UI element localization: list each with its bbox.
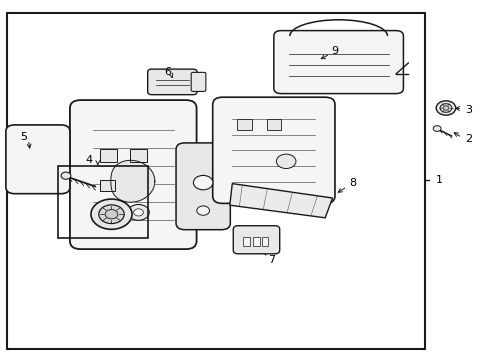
Bar xyxy=(243,237,249,246)
Text: 4: 4 xyxy=(85,155,92,165)
FancyBboxPatch shape xyxy=(70,100,196,249)
Text: 5: 5 xyxy=(20,132,27,142)
Circle shape xyxy=(61,172,71,179)
Bar xyxy=(100,149,117,162)
Circle shape xyxy=(439,104,451,112)
Text: 2: 2 xyxy=(464,134,471,144)
Circle shape xyxy=(133,209,143,216)
Circle shape xyxy=(105,210,118,219)
FancyBboxPatch shape xyxy=(191,72,205,91)
FancyBboxPatch shape xyxy=(147,69,197,95)
Text: 6: 6 xyxy=(164,67,171,77)
FancyBboxPatch shape xyxy=(233,226,279,254)
FancyBboxPatch shape xyxy=(212,97,334,203)
Bar xyxy=(237,119,251,130)
Bar xyxy=(7,13,425,349)
FancyBboxPatch shape xyxy=(176,143,230,230)
Circle shape xyxy=(193,175,212,190)
Circle shape xyxy=(435,101,455,115)
Text: 7: 7 xyxy=(267,255,274,265)
Circle shape xyxy=(442,106,448,110)
Text: 9: 9 xyxy=(331,46,338,56)
Circle shape xyxy=(91,199,132,229)
Circle shape xyxy=(99,205,124,224)
Text: 8: 8 xyxy=(349,178,356,188)
Polygon shape xyxy=(229,184,332,218)
Bar xyxy=(252,237,259,246)
FancyBboxPatch shape xyxy=(6,125,70,194)
Circle shape xyxy=(196,206,209,215)
Circle shape xyxy=(276,154,295,168)
Circle shape xyxy=(127,204,149,220)
Bar xyxy=(58,166,148,238)
Text: 1: 1 xyxy=(435,175,442,185)
Bar xyxy=(261,237,268,246)
Circle shape xyxy=(432,126,440,131)
Bar xyxy=(266,119,281,130)
Bar xyxy=(100,180,115,191)
Bar xyxy=(129,149,146,162)
Polygon shape xyxy=(111,160,155,202)
Text: 3: 3 xyxy=(464,105,471,115)
FancyBboxPatch shape xyxy=(273,31,403,94)
